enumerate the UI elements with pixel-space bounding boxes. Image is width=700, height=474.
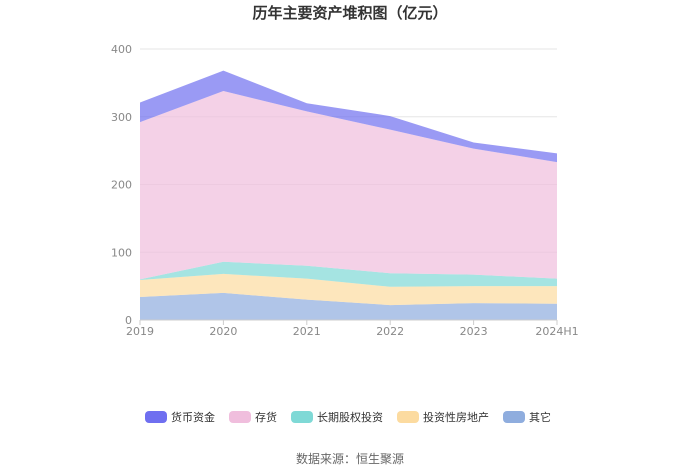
x-tick-label: 2020 — [209, 325, 237, 338]
legend-label[interactable]: 投资性房地产 — [423, 410, 489, 424]
area-series — [140, 273, 557, 306]
legend-label[interactable]: 其它 — [529, 410, 551, 424]
legend-swatch[interactable] — [291, 411, 313, 423]
y-tick-label: 0 — [125, 314, 132, 327]
legend-swatch[interactable] — [229, 411, 251, 423]
y-tick-label: 400 — [111, 43, 132, 56]
legend-label[interactable]: 货币资金 — [171, 410, 215, 424]
x-tick-label: 2019 — [126, 325, 154, 338]
areas — [140, 70, 557, 320]
x-tick-label: 2022 — [376, 325, 404, 338]
x-tick-label: 2023 — [460, 325, 488, 338]
legend-swatch[interactable] — [145, 411, 167, 423]
y-tick-label: 200 — [111, 179, 132, 192]
chart-title: 历年主要资产堆积图（亿元） — [252, 4, 447, 22]
legend: 货币资金 存货 长期股权投资 投资性房地产 其它 — [145, 410, 551, 424]
x-tick-label: 2024H1 — [535, 325, 578, 338]
legend-label[interactable]: 存货 — [255, 410, 277, 424]
x-tick-label: 2021 — [293, 325, 321, 338]
area-series — [140, 70, 557, 163]
y-tick-label: 300 — [111, 111, 132, 124]
y-axis: 0 100 200 300 400 — [111, 43, 132, 327]
legend-swatch[interactable] — [397, 411, 419, 423]
legend-label[interactable]: 长期股权投资 — [317, 410, 383, 424]
source-note: 数据来源：恒生聚源 — [296, 451, 404, 466]
y-tick-label: 100 — [111, 246, 132, 259]
area-series — [140, 292, 557, 320]
area-series — [140, 261, 557, 287]
x-axis: 2019 2020 2021 2022 2023 2024H1 — [126, 319, 579, 338]
area-series — [140, 91, 557, 280]
legend-swatch[interactable] — [503, 411, 525, 423]
